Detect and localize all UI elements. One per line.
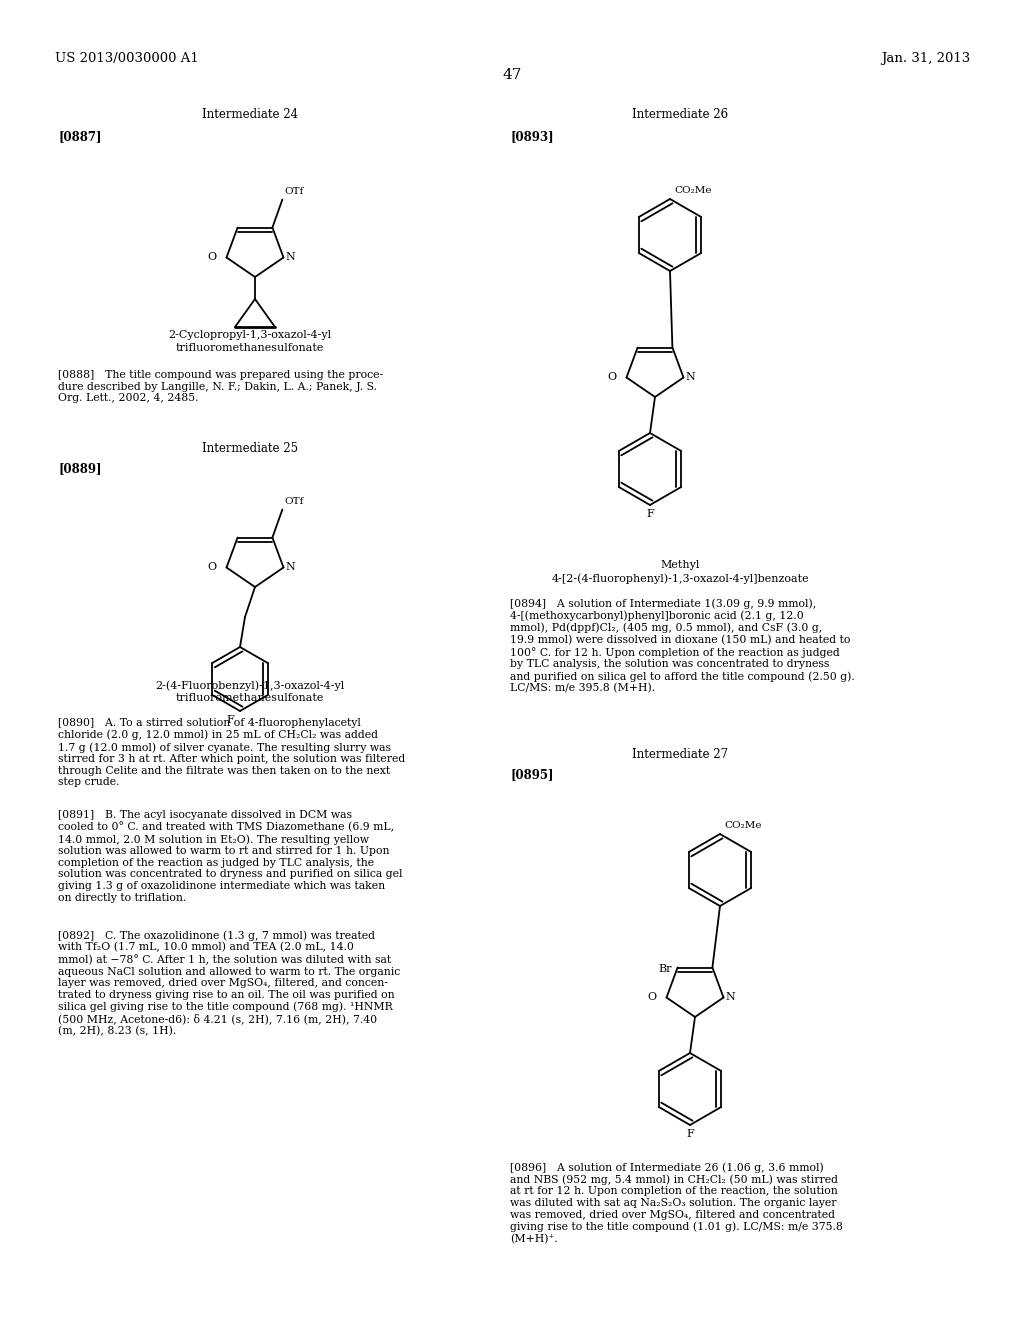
Text: [0890] A. To a stirred solution of 4-fluorophenylacetyl
chloride (2.0 g, 12.0 mm: [0890] A. To a stirred solution of 4-flu…	[58, 718, 406, 787]
Text: O: O	[647, 993, 656, 1002]
Text: Intermediate 27: Intermediate 27	[632, 748, 728, 762]
Text: trifluoromethanesulfonate: trifluoromethanesulfonate	[176, 343, 325, 352]
Text: O: O	[208, 252, 216, 263]
Text: N: N	[286, 562, 295, 573]
Text: Jan. 31, 2013: Jan. 31, 2013	[881, 51, 970, 65]
Text: N: N	[286, 252, 295, 263]
Text: N: N	[685, 372, 695, 383]
Text: CO₂Me: CO₂Me	[724, 821, 762, 830]
Text: Intermediate 25: Intermediate 25	[202, 442, 298, 455]
Text: Br: Br	[658, 965, 672, 974]
Text: F: F	[226, 715, 233, 725]
Text: [0888] The title compound was prepared using the proce-
dure described by Langil: [0888] The title compound was prepared u…	[58, 370, 383, 403]
Text: [0887]: [0887]	[58, 129, 101, 143]
Text: N: N	[725, 993, 735, 1002]
Text: OTf: OTf	[285, 496, 304, 506]
Text: trifluoromethanesulfonate: trifluoromethanesulfonate	[176, 693, 325, 704]
Text: O: O	[607, 372, 616, 383]
Text: 47: 47	[503, 69, 521, 82]
Text: 2-(4-Fluorobenzyl)-1,3-oxazol-4-yl: 2-(4-Fluorobenzyl)-1,3-oxazol-4-yl	[156, 680, 345, 690]
Text: [0891] B. The acyl isocyanate dissolved in DCM was
cooled to 0° C. and treated w: [0891] B. The acyl isocyanate dissolved …	[58, 810, 402, 903]
Text: US 2013/0030000 A1: US 2013/0030000 A1	[55, 51, 199, 65]
Text: [0895]: [0895]	[510, 768, 554, 781]
Text: Methyl: Methyl	[660, 560, 699, 570]
Text: [0889]: [0889]	[58, 462, 101, 475]
Text: [0894] A solution of Intermediate 1(3.09 g, 9.9 mmol),
4-[(methoxycarbonyl)pheny: [0894] A solution of Intermediate 1(3.09…	[510, 598, 855, 693]
Text: F: F	[686, 1129, 694, 1139]
Text: [0893]: [0893]	[510, 129, 554, 143]
Text: O: O	[208, 562, 216, 573]
Text: [0892] C. The oxazolidinone (1.3 g, 7 mmol) was treated
with Tf₂O (1.7 mL, 10.0 : [0892] C. The oxazolidinone (1.3 g, 7 mm…	[58, 931, 400, 1036]
Text: Intermediate 24: Intermediate 24	[202, 108, 298, 121]
Text: 2-Cyclopropyl-1,3-oxazol-4-yl: 2-Cyclopropyl-1,3-oxazol-4-yl	[168, 330, 332, 341]
Text: OTf: OTf	[285, 186, 304, 195]
Text: [0896] A solution of Intermediate 26 (1.06 g, 3.6 mmol)
and NBS (952 mg, 5.4 mmo: [0896] A solution of Intermediate 26 (1.…	[510, 1162, 843, 1243]
Text: Intermediate 26: Intermediate 26	[632, 108, 728, 121]
Text: 4-[2-(4-fluorophenyl)-1,3-oxazol-4-yl]benzoate: 4-[2-(4-fluorophenyl)-1,3-oxazol-4-yl]be…	[551, 573, 809, 583]
Text: CO₂Me: CO₂Me	[674, 186, 712, 195]
Text: F: F	[646, 510, 654, 519]
